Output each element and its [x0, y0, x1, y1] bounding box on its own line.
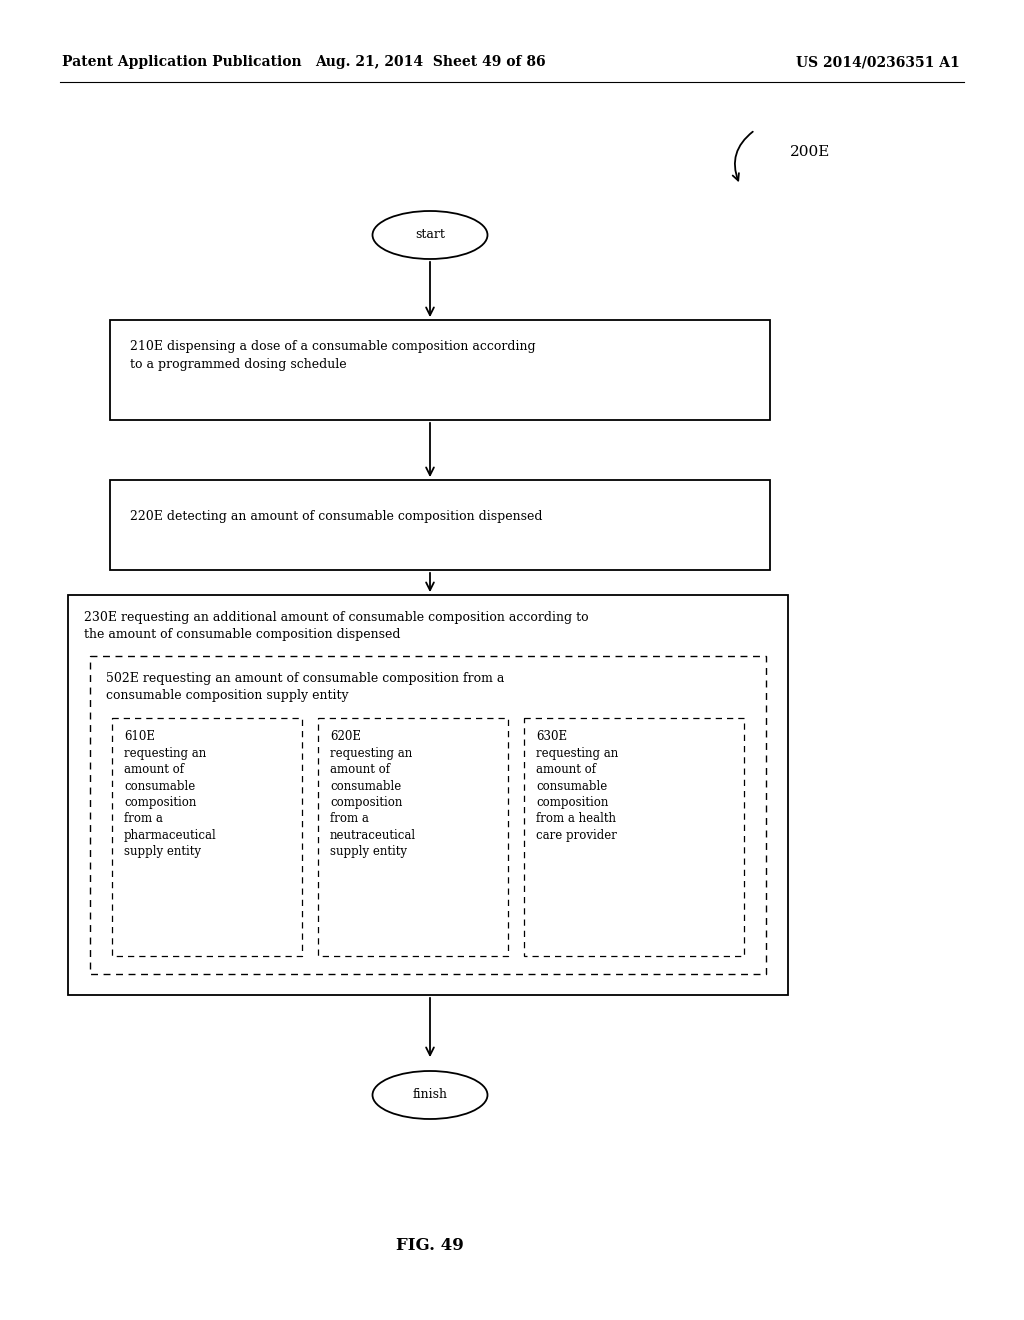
Text: 200E: 200E	[790, 145, 830, 158]
Text: 220E detecting an amount of consumable composition dispensed: 220E detecting an amount of consumable c…	[130, 510, 543, 523]
Text: FIG. 49: FIG. 49	[396, 1237, 464, 1254]
Text: 610E
requesting an
amount of
consumable
composition
from a
pharmaceutical
supply: 610E requesting an amount of consumable …	[124, 730, 217, 858]
Text: 210E dispensing a dose of a consumable composition according
to a programmed dos: 210E dispensing a dose of a consumable c…	[130, 341, 536, 371]
Bar	[112, 718, 302, 956]
Bar	[90, 656, 766, 974]
Text: Patent Application Publication: Patent Application Publication	[62, 55, 302, 69]
Text: 502E requesting an amount of consumable composition from a
consumable compositio: 502E requesting an amount of consumable …	[106, 672, 505, 702]
Text: 620E
requesting an
amount of
consumable
composition
from a
neutraceutical
supply: 620E requesting an amount of consumable …	[330, 730, 416, 858]
Text: 230E requesting an additional amount of consumable composition according to
the : 230E requesting an additional amount of …	[84, 611, 589, 642]
Ellipse shape	[373, 211, 487, 259]
Text: Aug. 21, 2014  Sheet 49 of 86: Aug. 21, 2014 Sheet 49 of 86	[314, 55, 546, 69]
Text: 630E
requesting an
amount of
consumable
composition
from a health
care provider: 630E requesting an amount of consumable …	[536, 730, 618, 842]
Bar	[110, 319, 770, 420]
Bar	[318, 718, 508, 956]
Bar	[110, 480, 770, 570]
Text: start: start	[415, 228, 445, 242]
Text: finish: finish	[413, 1089, 447, 1101]
Ellipse shape	[373, 1071, 487, 1119]
FancyArrowPatch shape	[733, 132, 753, 181]
Bar	[524, 718, 744, 956]
Text: US 2014/0236351 A1: US 2014/0236351 A1	[797, 55, 961, 69]
Bar	[68, 595, 788, 995]
